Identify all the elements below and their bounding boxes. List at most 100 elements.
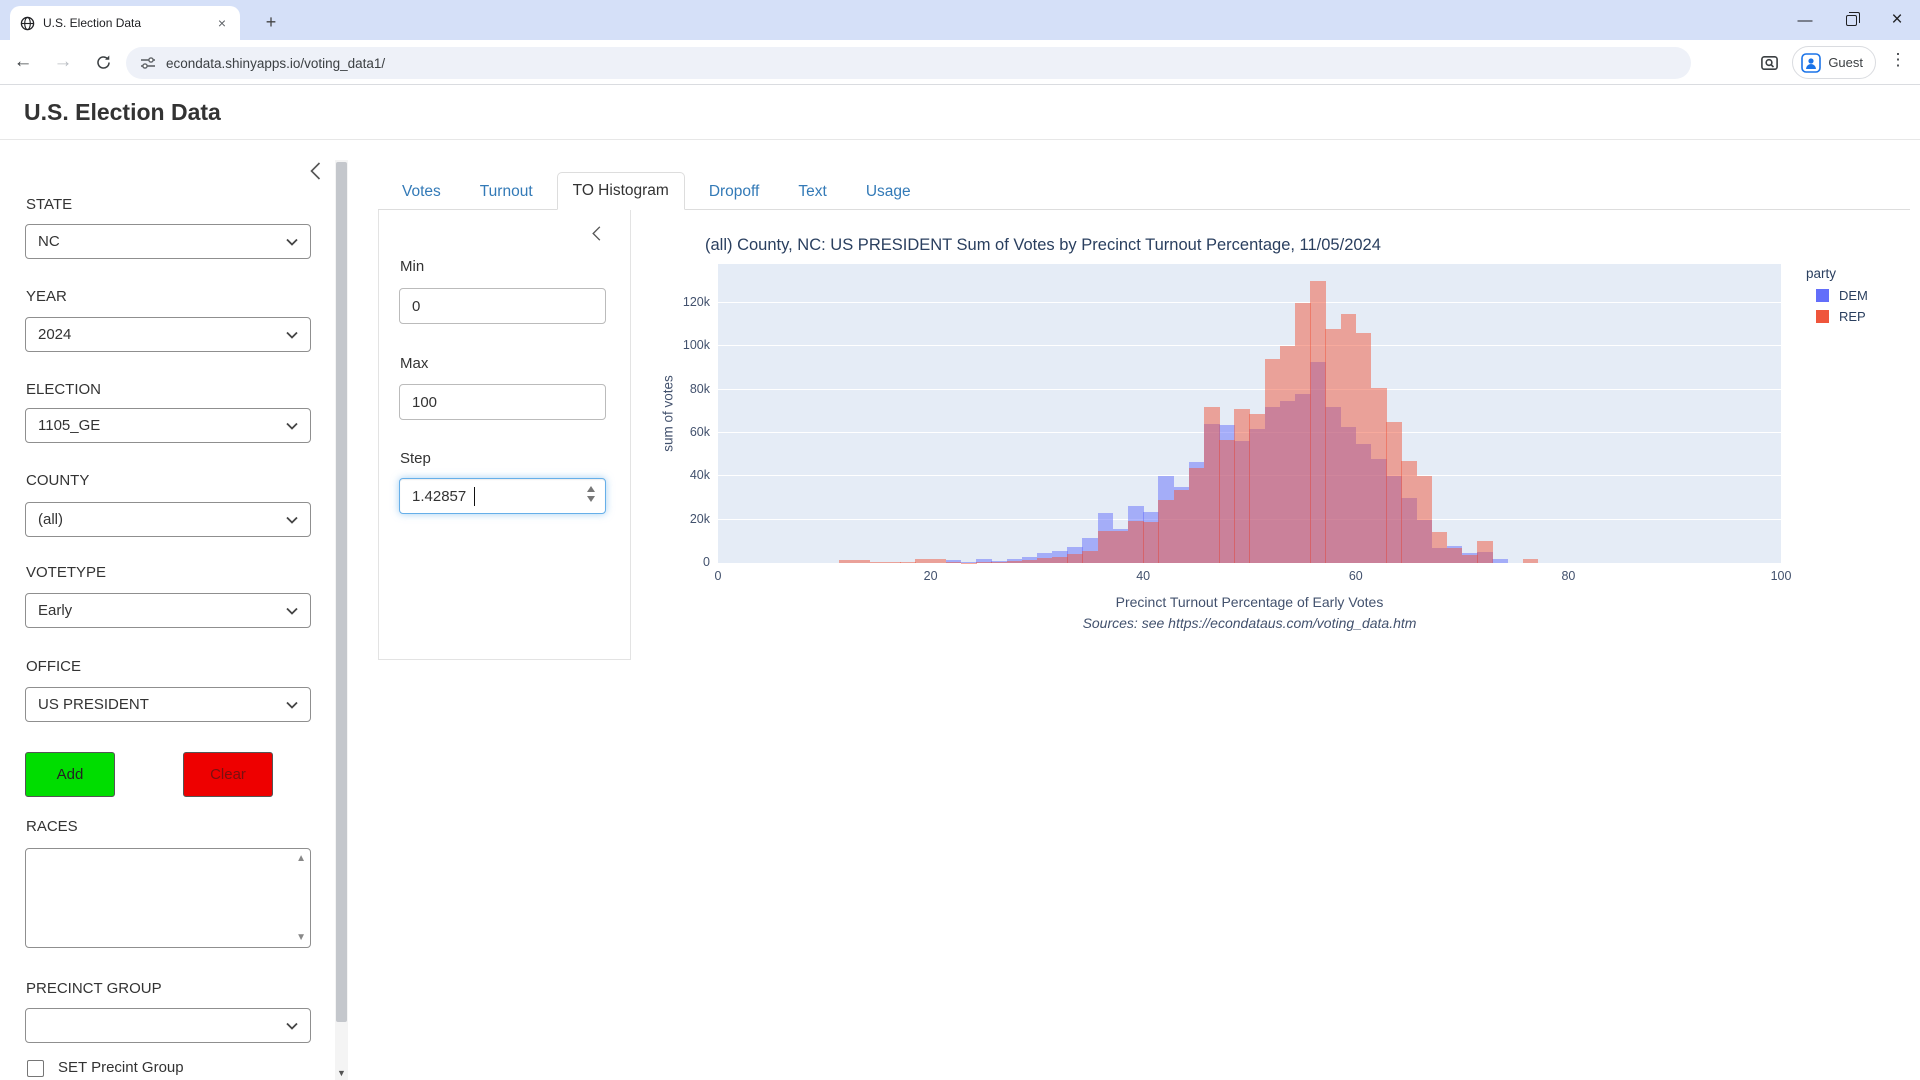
tab-turnout[interactable]: Turnout (465, 174, 548, 210)
histogram-bar (1143, 522, 1159, 563)
histogram-bar (1325, 329, 1341, 563)
tab-votes[interactable]: Votes (387, 174, 456, 210)
histogram-bar (1082, 551, 1098, 563)
histogram-bar (931, 559, 947, 563)
sidebar-scrollbar-thumb[interactable] (336, 162, 347, 1022)
histogram-bar (1128, 521, 1144, 563)
text-caret (474, 487, 475, 506)
tab-title: U.S. Election Data (43, 16, 206, 30)
scroll-down-icon[interactable]: ▼ (296, 932, 306, 943)
sidebar-collapse-icon[interactable] (309, 162, 322, 180)
state-select[interactable]: NC (25, 224, 311, 259)
histogram-bar (1462, 555, 1478, 563)
histogram-bar (885, 562, 901, 563)
county-select[interactable]: (all) (25, 502, 311, 537)
guest-avatar-icon (1801, 53, 1821, 73)
chevron-down-icon (286, 701, 298, 709)
restore-icon (1846, 15, 1857, 26)
sidebar-scroll-down-icon[interactable]: ▼ (335, 1068, 348, 1078)
min-label: Min (400, 258, 424, 275)
histogram-bar (1417, 476, 1433, 563)
rep-swatch-icon (1816, 310, 1829, 323)
number-spinner[interactable] (587, 486, 595, 502)
year-select[interactable]: 2024 (25, 317, 311, 352)
step-input[interactable]: 1.42857 (399, 478, 606, 514)
histogram-bar (1037, 558, 1053, 563)
window-restore-button[interactable] (1828, 0, 1874, 40)
spinner-down-icon[interactable] (587, 496, 595, 502)
reload-button[interactable] (86, 45, 120, 79)
tab-dropoff[interactable]: Dropoff (694, 174, 775, 210)
globe-favicon-icon (20, 16, 35, 31)
page-title: U.S. Election Data (24, 99, 221, 126)
max-input[interactable]: 100 (399, 384, 606, 420)
votetype-select[interactable]: Early (25, 593, 311, 628)
forward-button[interactable]: → (46, 45, 80, 79)
histogram-bar (1158, 500, 1174, 563)
tab-to-histogram[interactable]: TO Histogram (557, 172, 685, 210)
races-label: RACES (26, 818, 78, 835)
office-select[interactable]: US PRESIDENT (25, 687, 311, 722)
tab-close-icon[interactable]: × (214, 15, 230, 31)
races-listbox[interactable]: ▲ ▼ (25, 848, 311, 948)
sidebar-scrollbar[interactable]: ▼ (335, 160, 348, 1080)
precinct-group-label: PRECINCT GROUP (26, 980, 162, 997)
histogram-bar (1007, 561, 1023, 563)
histogram-bar (1386, 422, 1402, 563)
add-button[interactable]: Add (25, 752, 115, 797)
precinct-group-select[interactable] (25, 1008, 311, 1043)
sidebar: STATE NC YEAR 2024 ELECTION 1105_GE COUN… (0, 140, 350, 1080)
app-header: U.S. Election Data (0, 86, 1920, 140)
legend-item-dem[interactable]: DEM (1816, 288, 1868, 303)
histogram-bar (991, 562, 1007, 563)
y-tick-label: 120k (650, 295, 710, 309)
county-label: COUNTY (26, 472, 89, 489)
search-tabs-icon[interactable] (1754, 48, 1784, 78)
legend-item-rep[interactable]: REP (1816, 309, 1868, 324)
histogram-bar (976, 562, 992, 563)
tab-usage[interactable]: Usage (851, 174, 926, 210)
url-text: econdata.shinyapps.io/voting_data1/ (166, 56, 385, 71)
histogram-bar (1523, 559, 1539, 563)
set-precinct-group-label: SET Precint Group (58, 1059, 184, 1076)
x-tick-label: 40 (1113, 569, 1173, 583)
histogram-bar (1204, 407, 1220, 563)
histogram-bar (1280, 346, 1296, 563)
site-settings-icon (140, 55, 156, 71)
new-tab-button[interactable]: + (258, 10, 284, 36)
url-bar[interactable]: econdata.shinyapps.io/voting_data1/ (126, 47, 1691, 79)
histogram-bar (1249, 414, 1265, 564)
y-axis-title: sum of votes (661, 354, 676, 474)
chevron-down-icon (286, 607, 298, 615)
min-input[interactable]: 0 (399, 288, 606, 324)
y-tick-label: 60k (650, 425, 710, 439)
y-tick-label: 80k (650, 382, 710, 396)
histogram-controls-panel: Min 0 Max 100 Step 1.42857 (378, 210, 631, 660)
profile-chip[interactable]: Guest (1792, 46, 1876, 79)
back-button[interactable]: ← (6, 45, 40, 79)
chevron-down-icon (286, 331, 298, 339)
histogram-bar (1113, 531, 1129, 564)
x-axis-title: Precinct Turnout Percentage of Early Vot… (718, 594, 1781, 610)
browser-tab[interactable]: U.S. Election Data × (10, 6, 240, 40)
chart-legend: party DEM REP (1806, 266, 1868, 330)
tab-text[interactable]: Text (783, 174, 841, 210)
histogram-bar (1356, 333, 1372, 563)
y-tick-label: 0 (650, 555, 710, 569)
year-label: YEAR (26, 288, 67, 305)
scroll-up-icon[interactable]: ▲ (296, 853, 306, 864)
set-precinct-group-checkbox[interactable] (27, 1060, 44, 1077)
window-close-button[interactable]: × (1874, 0, 1920, 40)
election-label: ELECTION (26, 381, 101, 398)
window-minimize-button[interactable]: — (1782, 0, 1828, 40)
browser-menu-icon[interactable]: ⋮ (1884, 50, 1912, 70)
chevron-down-icon (286, 422, 298, 430)
max-label: Max (400, 355, 428, 372)
chart-title: (all) County, NC: US PRESIDENT Sum of Vo… (705, 236, 1381, 255)
x-tick-label: 100 (1751, 569, 1811, 583)
panel-collapse-icon[interactable] (591, 226, 602, 241)
office-label: OFFICE (26, 658, 81, 675)
spinner-up-icon[interactable] (587, 486, 595, 492)
election-select[interactable]: 1105_GE (25, 408, 311, 443)
clear-button[interactable]: Clear (183, 752, 273, 797)
